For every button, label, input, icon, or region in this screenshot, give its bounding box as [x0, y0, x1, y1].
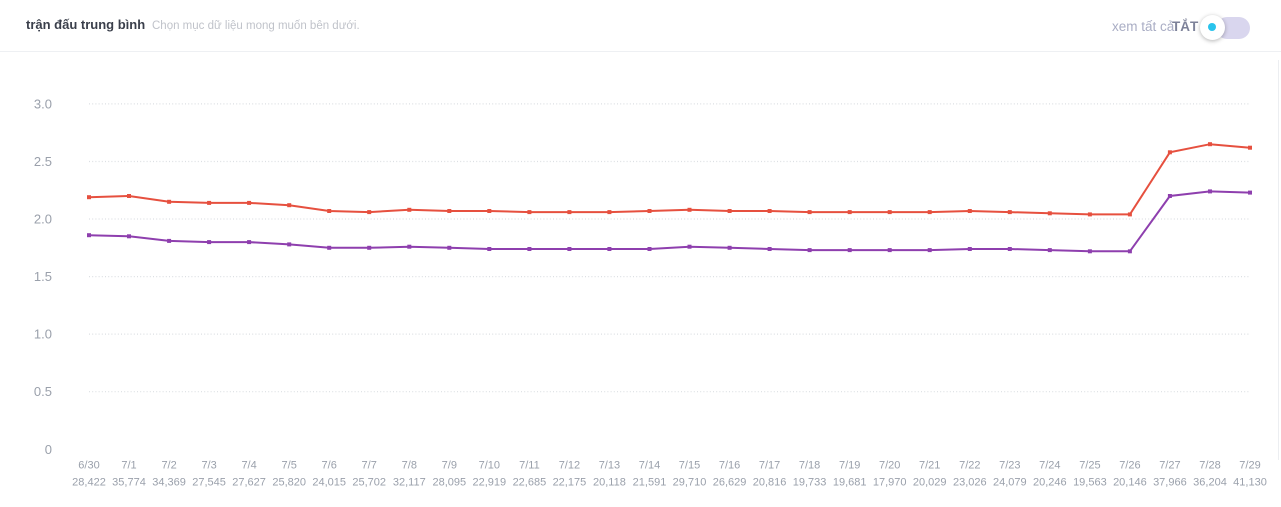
svg-text:28,422: 28,422	[72, 476, 106, 488]
svg-text:7/14: 7/14	[639, 459, 660, 471]
svg-text:20,146: 20,146	[1113, 476, 1147, 488]
svg-text:27,545: 27,545	[192, 476, 226, 488]
svg-text:7/2: 7/2	[161, 459, 176, 471]
svg-text:2.5: 2.5	[34, 154, 52, 169]
svg-text:7/29: 7/29	[1239, 459, 1260, 471]
svg-text:28,095: 28,095	[432, 476, 466, 488]
svg-text:22,175: 22,175	[553, 476, 587, 488]
svg-text:25,820: 25,820	[272, 476, 306, 488]
svg-text:7/10: 7/10	[479, 459, 500, 471]
svg-text:7/22: 7/22	[959, 459, 980, 471]
svg-text:7/18: 7/18	[799, 459, 820, 471]
svg-text:7/24: 7/24	[1039, 459, 1060, 471]
svg-text:7/21: 7/21	[919, 459, 940, 471]
svg-text:19,733: 19,733	[793, 476, 827, 488]
svg-text:7/27: 7/27	[1159, 459, 1180, 471]
svg-text:7/23: 7/23	[999, 459, 1020, 471]
svg-text:0: 0	[45, 442, 52, 457]
svg-text:7/17: 7/17	[759, 459, 780, 471]
svg-text:22,685: 22,685	[513, 476, 547, 488]
svg-text:29,710: 29,710	[673, 476, 707, 488]
svg-text:23,026: 23,026	[953, 476, 987, 488]
svg-text:7/4: 7/4	[241, 459, 256, 471]
svg-text:7/12: 7/12	[559, 459, 580, 471]
svg-text:2.0: 2.0	[34, 212, 52, 227]
svg-text:41,130: 41,130	[1233, 476, 1267, 488]
svg-text:35,774: 35,774	[112, 476, 146, 488]
svg-text:1.5: 1.5	[34, 269, 52, 284]
svg-text:7/20: 7/20	[879, 459, 900, 471]
svg-text:7/5: 7/5	[282, 459, 297, 471]
svg-text:3.0: 3.0	[34, 96, 52, 111]
svg-text:7/26: 7/26	[1119, 459, 1140, 471]
svg-text:20,029: 20,029	[913, 476, 947, 488]
svg-text:0.5: 0.5	[34, 384, 52, 399]
svg-text:36,204: 36,204	[1193, 476, 1227, 488]
svg-text:7/8: 7/8	[402, 459, 417, 471]
svg-text:32,117: 32,117	[393, 476, 426, 488]
svg-text:20,118: 20,118	[593, 476, 626, 488]
svg-text:20,816: 20,816	[753, 476, 787, 488]
svg-text:21,591: 21,591	[633, 476, 667, 488]
svg-text:7/15: 7/15	[679, 459, 700, 471]
svg-text:20,246: 20,246	[1033, 476, 1067, 488]
svg-text:7/28: 7/28	[1199, 459, 1220, 471]
svg-text:25,702: 25,702	[352, 476, 386, 488]
svg-text:7/1: 7/1	[121, 459, 136, 471]
svg-text:27,627: 27,627	[232, 476, 266, 488]
svg-text:24,079: 24,079	[993, 476, 1027, 488]
svg-text:34,369: 34,369	[152, 476, 186, 488]
svg-text:7/16: 7/16	[719, 459, 740, 471]
svg-text:19,681: 19,681	[833, 476, 867, 488]
svg-text:7/13: 7/13	[599, 459, 620, 471]
svg-text:6/30: 6/30	[78, 459, 99, 471]
svg-text:17,970: 17,970	[873, 476, 907, 488]
svg-text:19,563: 19,563	[1073, 476, 1107, 488]
svg-text:7/19: 7/19	[839, 459, 860, 471]
svg-text:1.0: 1.0	[34, 327, 52, 342]
svg-text:7/7: 7/7	[362, 459, 377, 471]
svg-text:26,629: 26,629	[713, 476, 747, 488]
svg-text:7/11: 7/11	[519, 459, 540, 471]
svg-text:24,015: 24,015	[312, 476, 346, 488]
svg-text:7/3: 7/3	[201, 459, 216, 471]
svg-text:7/6: 7/6	[322, 459, 337, 471]
svg-text:7/9: 7/9	[442, 459, 457, 471]
svg-text:7/25: 7/25	[1079, 459, 1100, 471]
svg-text:37,966: 37,966	[1153, 476, 1187, 488]
svg-text:22,919: 22,919	[472, 476, 506, 488]
